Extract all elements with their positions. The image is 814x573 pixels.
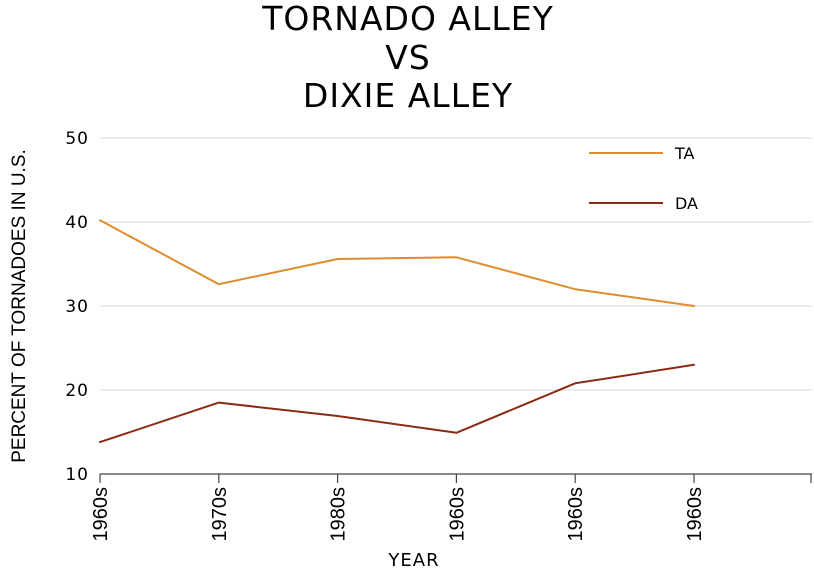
- chart-title: TORNADO ALLEY VS DIXIE ALLEY: [261, 0, 554, 115]
- x-axis: 1960s 1970s 1980s 1960s 1960s 1960s: [90, 473, 812, 542]
- y-tick-label: 50: [65, 129, 89, 149]
- y-axis-ticks: 10 20 30 40 50: [65, 129, 89, 485]
- y-axis-label: PERCENT OF TORNADOES IN U.S.: [9, 149, 30, 463]
- x-tick-label: 1980s: [328, 487, 350, 542]
- y-tick-label: 30: [65, 297, 89, 317]
- x-tick-label: 1960s: [90, 487, 112, 542]
- y-tick-label: 40: [65, 213, 89, 233]
- legend-label-ta: TA: [674, 144, 695, 163]
- chart-title-line-1: TORNADO ALLEY: [261, 0, 554, 38]
- x-tick-label: 1960s: [446, 487, 468, 542]
- y-tick-label: 10: [65, 465, 89, 485]
- chart-title-line-3: DIXIE ALLEY: [303, 76, 513, 115]
- series-line-ta: [99, 219, 695, 307]
- legend: TA DA: [589, 144, 698, 213]
- y-tick-label: 20: [65, 381, 89, 401]
- chart-title-line-2: VS: [385, 38, 431, 77]
- x-tick-label: 1970s: [209, 487, 231, 542]
- legend-label-da: DA: [675, 194, 698, 213]
- x-axis-label: YEAR: [387, 550, 439, 571]
- series-lines: [99, 219, 695, 444]
- gridlines: [100, 137, 812, 391]
- series-line-da: [99, 363, 695, 444]
- x-tick-label: 1960s: [684, 487, 706, 542]
- x-tick-label: 1960s: [565, 487, 587, 542]
